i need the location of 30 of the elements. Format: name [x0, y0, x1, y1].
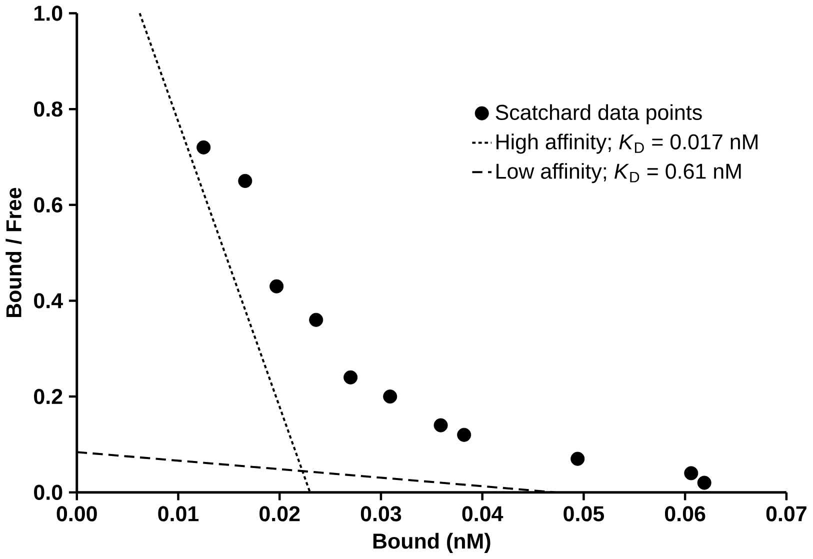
- legend-label: High affinity; K$_{D}$ = 0.017 nM: [496, 134, 758, 154]
- x-tick-label: 0.07: [766, 506, 806, 522]
- y-tick-label: 0.6: [34, 197, 62, 213]
- legend-label: Scatchard data points: [496, 104, 702, 124]
- x-tick-label: 0.05: [564, 506, 604, 522]
- x-tick-label: 0.02: [260, 506, 300, 522]
- x-tick-label: 0.01: [158, 506, 199, 522]
- y-tick-label: 0.2: [34, 389, 62, 404]
- point: [457, 428, 472, 442]
- point: [383, 390, 398, 404]
- x-axis-title: Bound (nM): [373, 533, 490, 554]
- y-tick-label: 0.4: [34, 293, 63, 309]
- point: [344, 370, 358, 385]
- y-tick-label: 0.0: [34, 484, 62, 500]
- y-tick-label: 0.8: [34, 102, 62, 117]
- x-tick-label: 0.04: [462, 506, 504, 522]
- point: [570, 452, 585, 466]
- point: [238, 174, 252, 188]
- point: [434, 418, 448, 432]
- legend-label: Low affinity; K$_{D}$ = 0.61 nM: [496, 163, 741, 184]
- point: [270, 280, 284, 294]
- y-axis-title: Bound / Free: [6, 188, 22, 318]
- x-tick-label: 0.06: [665, 506, 706, 522]
- point: [309, 313, 324, 328]
- point: [684, 466, 698, 480]
- point: [196, 140, 211, 155]
- x-tick-label: 0.00: [56, 506, 97, 522]
- x-tick-label: 0.03: [360, 506, 402, 522]
- point: [697, 476, 712, 490]
- y-tick-label: 1.0: [34, 6, 62, 22]
